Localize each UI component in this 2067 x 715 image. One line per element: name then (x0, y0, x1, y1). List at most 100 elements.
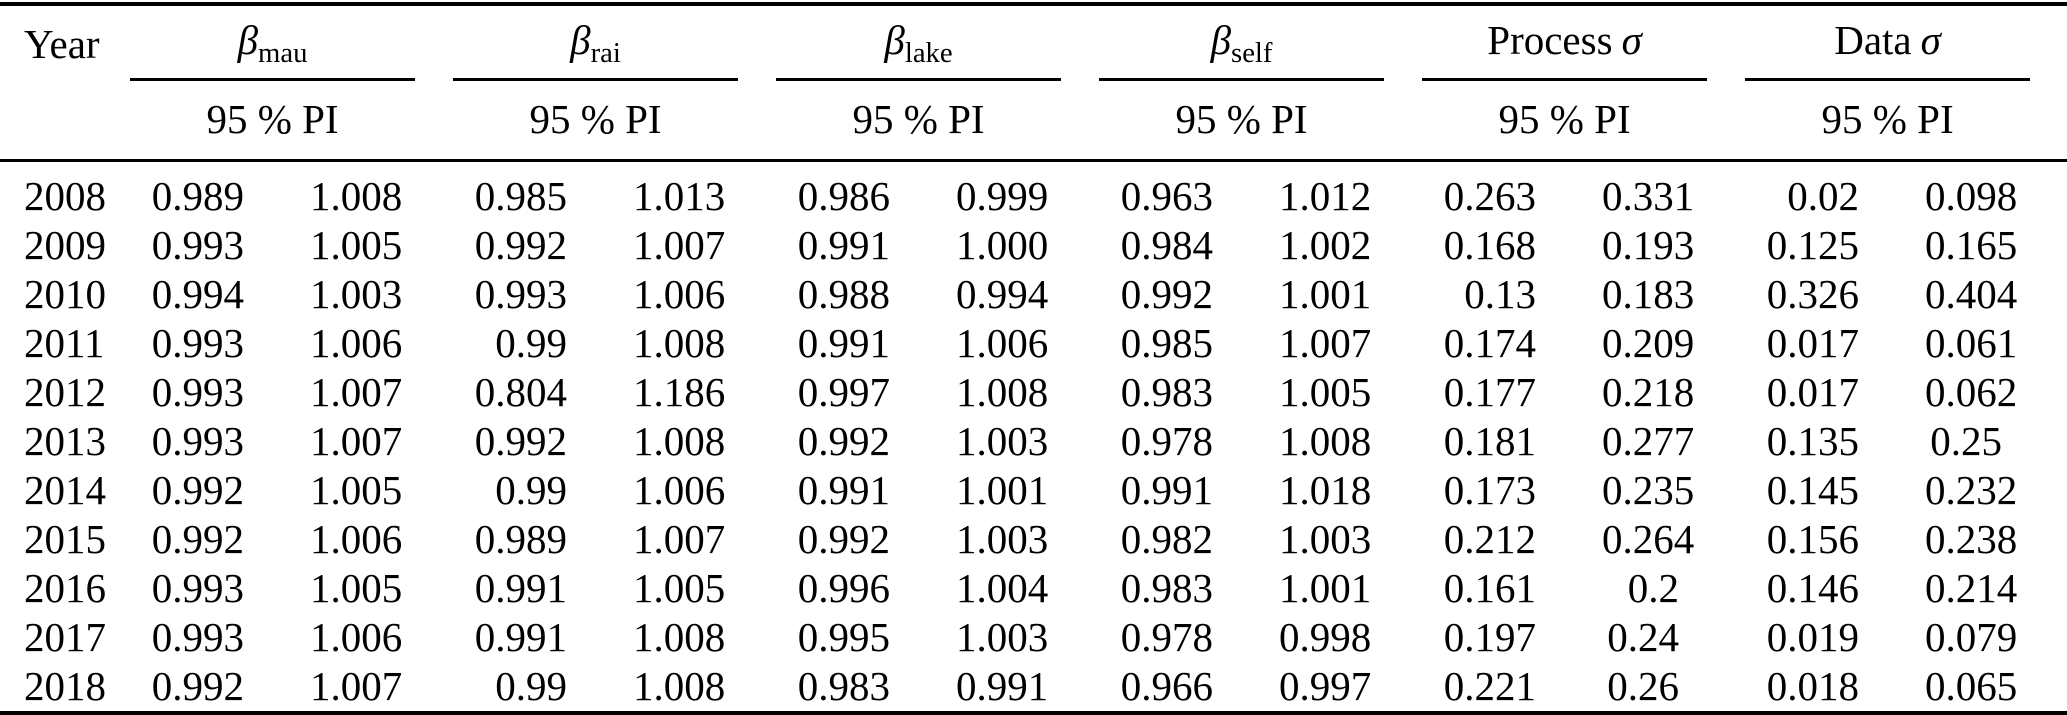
table-body: 2008 0.989 1.008 0.985 1.013 0.986 0.999 0.963 1… (0, 160, 2067, 713)
pi-upper-cell: 1.003 (1279, 515, 1372, 562)
pi-upper-cell: 1.005 (633, 564, 726, 611)
pi-lower-cell: 0.992 (151, 662, 244, 709)
table-row: 2014 0.992 1.005 0.99 1.006 0.991 1.001 0.991 1.… (0, 466, 2067, 515)
pi-lower-cell: 0.145 (1766, 466, 1860, 513)
pi-lower-cell: 0.991 (474, 564, 568, 611)
pi-lower-cell: 0.992 (797, 417, 891, 464)
table-header: Year βmau βrai βlake βself Process σ (0, 4, 2067, 162)
pi-lower-cell: 0.177 (1443, 368, 1537, 415)
pi-lower-cell: 0.988 (797, 270, 891, 317)
pi-lower-cell: 0.018 (1766, 662, 1860, 709)
beta-rai-label: βrai (570, 17, 621, 70)
pi-upper-cell: 1.006 (956, 319, 1049, 366)
pi-upper-cell: 0.232 (1925, 466, 2018, 513)
table-row: 2017 0.993 1.006 0.991 1.008 0.995 1.003 0.978 0… (0, 613, 2067, 662)
pi-upper-cell: 1.002 (1279, 221, 1372, 268)
pi-lower-cell: 0.991 (797, 466, 891, 513)
pi-upper-cell: 1.007 (310, 368, 403, 415)
pi-lower-cell: 0.804 (474, 368, 568, 415)
pi-upper-cell: 1.003 (956, 515, 1049, 562)
pi-upper-cell: 1.004 (956, 564, 1049, 611)
process-sigma-label: Process σ (1487, 17, 1642, 63)
pi-lower-cell: 0.985 (474, 172, 568, 219)
pi-lower-cell: 0.197 (1443, 613, 1537, 660)
pi-header-data-sigma: 95 % PI (1745, 80, 2067, 162)
pi-upper-cell: 1.008 (1279, 417, 1372, 464)
pi-header-beta-self: 95 % PI (1099, 80, 1423, 162)
table-row: 2008 0.989 1.008 0.985 1.013 0.986 0.999 0.963 1… (0, 160, 2067, 221)
pi-lower-cell: 0.992 (151, 515, 244, 562)
pi-upper-cell: 1.001 (1279, 564, 1372, 611)
pi-upper-cell: 0.235 (1602, 466, 1695, 513)
pi-lower-cell: 0.212 (1443, 515, 1537, 562)
pi-lower-cell: 0.993 (151, 221, 244, 268)
pi-upper-cell: 1.003 (956, 613, 1049, 660)
pi-upper-cell: 0.994 (956, 270, 1049, 317)
pi-header-beta-mau: 95 % PI (130, 80, 454, 162)
pi-upper-cell: 1.001 (956, 466, 1049, 513)
pi-upper-cell: 0.218 (1602, 368, 1695, 415)
year-cell: 2010 (24, 270, 106, 317)
pi-lower-cell: 0.99 (495, 662, 568, 709)
pi-upper-cell: 0.098 (1925, 172, 2018, 219)
pi-lower-cell: 0.174 (1443, 319, 1537, 366)
pi-upper-cell: 1.007 (1279, 319, 1372, 366)
pi-lower-cell: 0.983 (1120, 368, 1214, 415)
pi-upper-cell: 1.007 (633, 221, 726, 268)
pi-upper-cell: 0.2 (1627, 564, 1680, 611)
pi-upper-cell: 1.005 (310, 221, 403, 268)
pi-upper-cell: 1.007 (310, 662, 403, 709)
pi-upper-cell: 1.000 (956, 221, 1049, 268)
pi-lower-cell: 0.991 (797, 221, 891, 268)
pi-upper-cell: 0.165 (1925, 221, 2018, 268)
table-row: 2013 0.993 1.007 0.992 1.008 0.992 1.003 0.978 1… (0, 417, 2067, 466)
pi-lower-cell: 0.13 (1464, 270, 1537, 317)
table-row: 2011 0.993 1.006 0.99 1.008 0.991 1.006 0.985 1.… (0, 319, 2067, 368)
pi-lower-cell: 0.996 (797, 564, 891, 611)
pi-upper-cell: 1.006 (633, 466, 726, 513)
pi-lower-cell: 0.983 (1120, 564, 1214, 611)
table-row: 2010 0.994 1.003 0.993 1.006 0.988 0.994 0.992 1… (0, 270, 2067, 319)
pi-upper-cell: 1.008 (956, 368, 1049, 415)
table-row: 2016 0.993 1.005 0.991 1.005 0.996 1.004 0.983 1… (0, 564, 2067, 613)
group-header-beta-lake: βlake (776, 4, 1099, 81)
pi-lower-cell: 0.994 (151, 270, 244, 317)
pi-lower-cell: 0.991 (474, 613, 568, 660)
pi-upper-cell: 0.238 (1925, 515, 2018, 562)
pi-lower-cell: 0.326 (1766, 270, 1860, 317)
beta-lake-label: βlake (884, 17, 953, 70)
pi-lower-cell: 0.993 (151, 319, 244, 366)
pi-lower-cell: 0.017 (1766, 368, 1860, 415)
pi-lower-cell: 0.993 (474, 270, 568, 317)
pi-upper-cell: 0.277 (1602, 417, 1695, 464)
pi-lower-cell: 0.991 (797, 319, 891, 366)
pi-upper-cell: 0.331 (1602, 172, 1695, 219)
pi-upper-cell: 1.005 (310, 466, 403, 513)
pi-upper-cell: 1.013 (633, 172, 726, 219)
pi-lower-cell: 0.992 (1120, 270, 1214, 317)
pi-upper-cell: 0.999 (956, 172, 1049, 219)
group-header-beta-mau: βmau (130, 4, 453, 81)
beta-mau-label: βmau (237, 17, 308, 70)
pi-upper-cell: 0.264 (1602, 515, 1695, 562)
pi-upper-cell: 1.008 (633, 417, 726, 464)
group-header-beta-self: βself (1099, 4, 1422, 81)
group-header-beta-rai: βrai (453, 4, 776, 81)
table-row: 2018 0.992 1.007 0.99 1.008 0.983 0.991 0.966 0.… (0, 662, 2067, 713)
pi-header-beta-rai: 95 % PI (453, 80, 777, 162)
year-cell: 2013 (24, 417, 106, 464)
year-cell: 2009 (24, 221, 106, 268)
group-header-process-sigma: Process σ (1422, 4, 1745, 81)
pi-lower-cell: 0.992 (797, 515, 891, 562)
pi-upper-cell: 0.061 (1925, 319, 2018, 366)
pi-lower-cell: 0.99 (495, 466, 568, 513)
pi-upper-cell: 1.008 (310, 172, 403, 219)
pi-upper-cell: 0.214 (1925, 564, 2018, 611)
pi-lower-cell: 0.992 (474, 221, 568, 268)
pi-upper-cell: 0.26 (1607, 662, 1680, 709)
pi-header-beta-lake: 95 % PI (776, 80, 1100, 162)
pi-upper-cell: 1.006 (310, 319, 403, 366)
pi-upper-cell: 0.183 (1602, 270, 1695, 317)
pi-lower-cell: 0.992 (151, 466, 244, 513)
pi-upper-cell: 1.008 (633, 662, 726, 709)
